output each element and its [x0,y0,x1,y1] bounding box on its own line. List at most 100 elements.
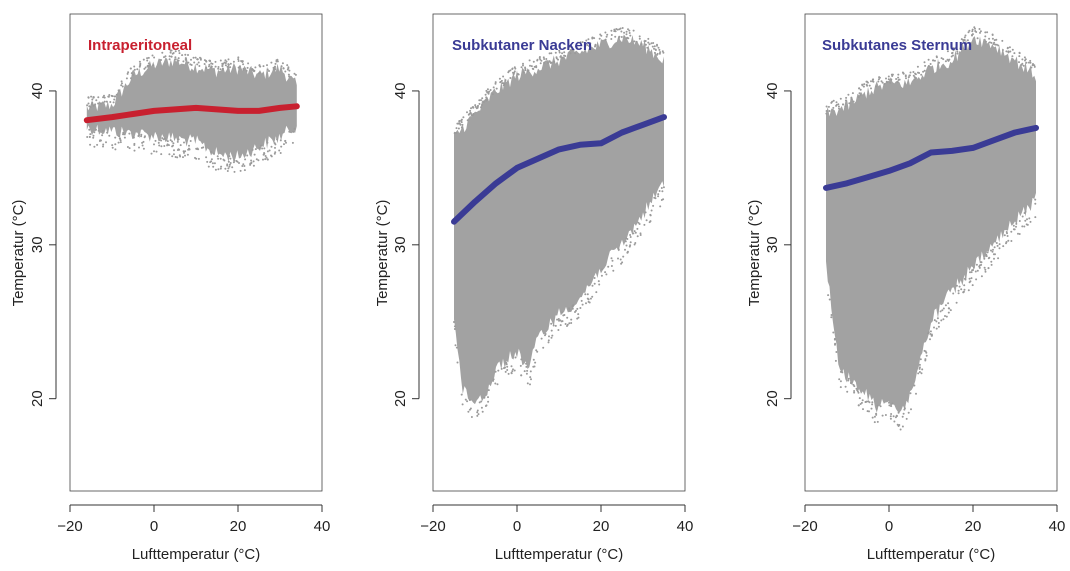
scatter-point [964,34,967,37]
scatter-point [540,59,543,62]
scatter-point [870,407,873,410]
scatter-point [247,62,250,65]
scatter-point [266,158,269,161]
scatter-point [504,366,506,369]
scatter-point [866,80,869,83]
scatter-point [241,60,244,63]
scatter-point [97,96,100,99]
scatter-point [237,60,240,62]
scatter-point [226,164,229,167]
scatter-point [1025,223,1028,226]
scatter-point [276,60,279,63]
scatter-point [197,157,200,160]
scatter-point [586,44,589,47]
scatter-point [858,92,861,95]
scatter-point [978,28,981,30]
scatter-point [284,139,287,142]
scatter-point [494,82,497,85]
scatter-point [993,257,995,260]
scatter-point [978,265,981,268]
scatter-point [457,127,460,130]
scatter-point [168,58,171,61]
scatter-point [160,153,163,156]
y-tick-label: 40 [764,83,781,100]
scatter-point [506,369,509,371]
scatter-point [556,318,559,321]
scatter-point [1024,219,1027,222]
scatter-point [532,60,535,63]
scatter-point [871,416,874,419]
scatter-point [481,410,484,413]
scatter-point [554,51,557,54]
scatter-point [525,362,528,365]
scatter-point [998,247,1001,250]
scatter-point [504,79,507,82]
scatter-point [564,47,567,49]
scatter-point [93,131,96,134]
scatter-point [589,42,592,45]
scatter-point [1001,49,1004,51]
scatter-point [570,318,573,321]
scatter-point [1006,46,1009,49]
scatter-point [979,30,982,33]
scatter-point [944,315,946,317]
scatter-point [220,165,223,168]
scatter-point [951,52,953,55]
scatter-point [508,70,510,73]
scatter-point [971,34,973,36]
y-tick-label: 40 [392,83,409,100]
scatter-point [281,62,284,65]
scatter-point [610,29,613,32]
scatter-point [101,134,104,137]
scatter-point [973,26,976,29]
scatter-point [581,41,584,44]
scatter-point [991,37,994,40]
scatter-point [629,236,632,238]
scatter-point [952,49,955,52]
scatter-point [161,137,164,140]
y-axis-label: Temperatur (°C) [10,200,27,307]
scatter-point [863,83,866,86]
scatter-point [837,105,840,108]
scatter-point [857,96,860,99]
scatter-point [591,36,594,39]
scatter-point [480,406,483,409]
scatter-point [187,61,190,64]
scatter-point [137,134,140,137]
scatter-point [890,78,893,81]
scatter-point [212,152,215,155]
scatter-point [187,54,189,56]
scatter-point [262,65,265,68]
scatter-point [278,149,281,152]
scatter-point [95,128,97,131]
scatter-point [138,146,140,149]
scatter-point [996,244,999,247]
scatter-point [293,127,296,130]
scatter-point [1018,52,1021,55]
scatter-point [638,35,641,38]
scatter-point [647,37,650,40]
scatter-point [627,28,629,31]
scatter-point [568,322,571,325]
scatter-point [284,70,287,73]
scatter-point [832,331,835,334]
scatter-point [184,154,186,157]
scatter-point [547,341,550,344]
scatter-point [907,411,910,414]
scatter-point [136,68,139,71]
scatter-point [199,57,202,60]
scatter-point [174,50,177,53]
scatter-point [550,52,553,55]
scatter-point [942,58,945,61]
scatter-point [253,153,256,156]
scatter-point [228,155,231,158]
scatter-point [487,396,489,399]
scatter-point [588,45,591,47]
scatter-point [990,41,993,44]
x-tick-label: 0 [885,518,893,535]
scatter-point [1011,55,1014,58]
scatter-point [643,223,646,226]
scatter-point [491,93,494,96]
scatter-point [1034,198,1037,201]
scatter-point [967,289,970,292]
